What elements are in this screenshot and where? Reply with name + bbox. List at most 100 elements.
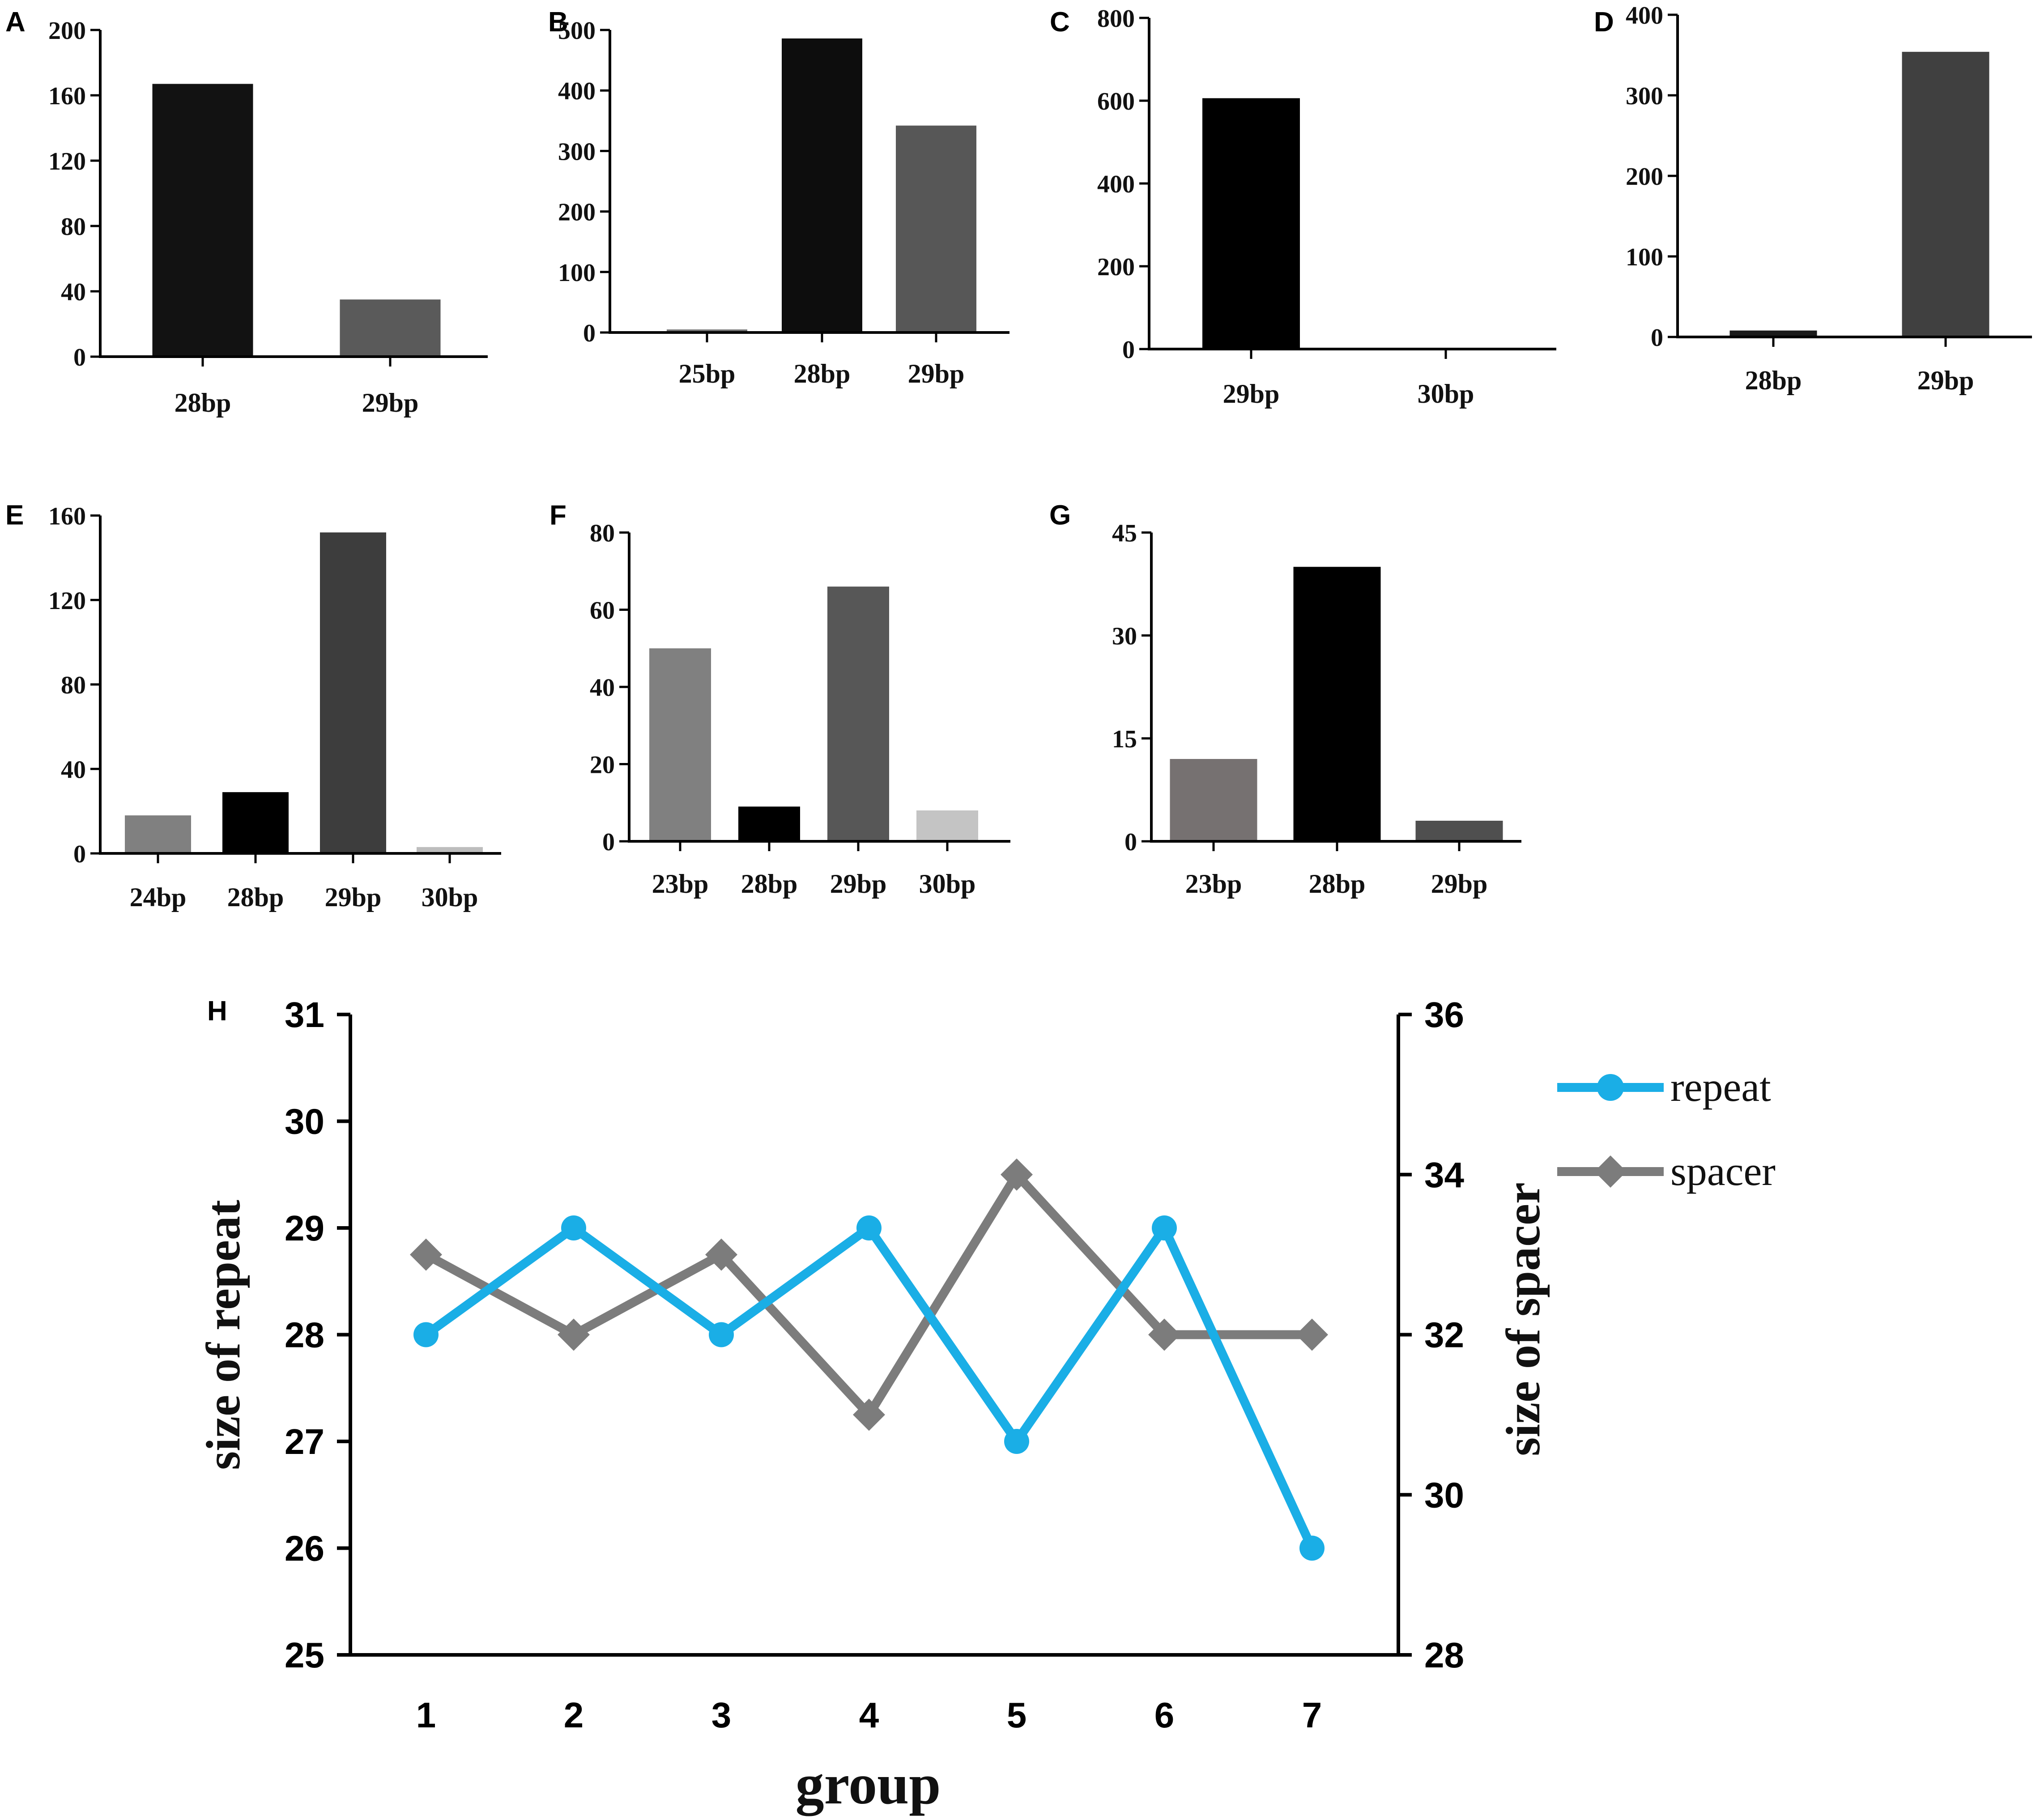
x-tick-label: 29bp — [1223, 379, 1280, 409]
x-tick-label: 24bp — [130, 882, 187, 912]
bar-25bp — [667, 329, 747, 332]
y-tick-label: 40 — [590, 674, 615, 702]
y-tick-label: 400 — [1097, 170, 1135, 198]
y-tick-label-left: 30 — [285, 1102, 324, 1142]
point-spacer — [558, 1318, 590, 1351]
y-axis-title-right: size of spacer — [1497, 1182, 1550, 1456]
bar-24bp — [125, 815, 191, 853]
bar-28bp — [1293, 567, 1381, 841]
x-tick-label: 23bp — [1185, 869, 1242, 899]
y-tick-label: 200 — [48, 17, 86, 45]
panel-label: B — [548, 7, 568, 38]
bar-29bp — [1202, 98, 1300, 349]
panel-g: G 0 15 30 45 23bp 28bp 29bp — [1049, 500, 1521, 899]
y-tick-label: 80 — [590, 520, 615, 547]
point-repeat — [1004, 1429, 1029, 1454]
y-tick-label: 20 — [590, 751, 615, 779]
bar-28bp — [222, 792, 289, 853]
x-axis-title: group — [796, 1752, 941, 1816]
panel-d: D 0 100 200 300 400 28bp 29bp — [1594, 2, 2032, 395]
x-tick-label: 4 — [859, 1695, 879, 1735]
x-tick-label: 6 — [1154, 1695, 1175, 1735]
x-tick-label: 29bp — [830, 869, 887, 899]
bar-23bp — [1170, 759, 1257, 841]
y-tick-label: 300 — [1626, 82, 1663, 110]
y-tick-label-left: 31 — [285, 995, 324, 1035]
y-tick-label: 200 — [558, 199, 596, 226]
y-tick-label: 0 — [73, 840, 86, 868]
x-tick-label: 28bp — [175, 388, 231, 418]
bar-30bp — [916, 810, 978, 841]
panel-b: B 0 100 200 300 400 500 25bp 28bp 29bp — [548, 7, 1009, 388]
x-tick-label: 28bp — [1745, 366, 1802, 395]
bar-29bp — [340, 299, 441, 357]
y-tick-label-left: 26 — [285, 1529, 324, 1569]
x-tick-label: 29bp — [1431, 869, 1488, 899]
x-tick-label: 28bp — [794, 359, 851, 388]
point-repeat — [709, 1322, 734, 1347]
point-repeat — [413, 1322, 439, 1347]
y-tick-label: 200 — [1097, 253, 1135, 281]
panel-label: G — [1049, 500, 1071, 531]
point-repeat — [856, 1215, 882, 1240]
y-tick-label: 400 — [558, 77, 596, 105]
bar-29bp — [1415, 821, 1503, 841]
panel-f: F 0 20 40 60 80 23bp 28bp 29bp 30bp — [549, 500, 1010, 899]
y-tick-label: 160 — [48, 503, 86, 530]
y-tick-label: 300 — [558, 138, 596, 166]
point-spacer — [410, 1238, 442, 1271]
series-line-spacer — [424, 1167, 1312, 1422]
y-tick-label: 0 — [1651, 324, 1663, 352]
x-tick-label: 2 — [564, 1695, 584, 1735]
y-tick-label: 500 — [558, 17, 596, 45]
bar-30bp — [417, 847, 483, 853]
x-tick-label: 29bp — [362, 388, 419, 418]
y-tick-label: 100 — [1626, 243, 1663, 271]
point-spacer — [1148, 1318, 1180, 1351]
y-tick-label-left: 27 — [285, 1422, 324, 1462]
y-tick-label: 0 — [73, 344, 86, 371]
y-tick-label-left: 25 — [285, 1635, 324, 1675]
y-tick-label-right: 34 — [1424, 1155, 1464, 1195]
y-tick-label: 45 — [1112, 520, 1137, 547]
panel-label: D — [1594, 7, 1614, 38]
y-tick-label: 0 — [583, 320, 596, 347]
bar-28bp — [1729, 330, 1817, 337]
legend-marker-repeat — [1597, 1074, 1624, 1101]
panel-label: E — [5, 500, 24, 531]
y-tick-label: 40 — [61, 278, 86, 306]
point-spacer — [1296, 1318, 1328, 1351]
y-tick-label: 400 — [1626, 2, 1663, 30]
x-tick-label: 29bp — [1917, 366, 1974, 395]
bar-29bp — [896, 125, 976, 332]
y-tick-label: 0 — [1124, 828, 1137, 856]
y-tick-label: 80 — [61, 672, 86, 699]
y-tick-label-left: 29 — [285, 1208, 324, 1248]
x-tick-label: 30bp — [919, 869, 976, 899]
panel-e: E 0 40 80 120 160 24bp 28bp 29bp 30bp — [5, 500, 501, 912]
y-tick-label: 0 — [602, 828, 615, 856]
bar-29bp — [320, 532, 386, 853]
panel-a: A 0 40 80 120 160 200 28bp 29bp — [5, 7, 488, 418]
series-line-repeat — [423, 1219, 1316, 1550]
panel-c: C 0 200 400 600 800 29bp 30bp — [1050, 5, 1556, 409]
point-repeat — [1152, 1215, 1177, 1240]
y-tick-label: 30 — [1112, 622, 1137, 650]
point-repeat — [561, 1215, 586, 1240]
panel-label: H — [207, 996, 227, 1027]
y-tick-label: 0 — [1122, 336, 1135, 364]
bar-23bp — [649, 648, 711, 841]
y-axis-title-left: size of repeat — [197, 1200, 250, 1470]
x-tick-label: 23bp — [652, 869, 709, 899]
point-spacer — [1001, 1158, 1033, 1191]
x-tick-label: 25bp — [679, 359, 736, 388]
y-tick-label: 100 — [558, 259, 596, 287]
x-tick-label: 1 — [416, 1695, 436, 1735]
x-tick-label: 28bp — [227, 882, 284, 912]
y-tick-label: 40 — [61, 756, 86, 784]
x-tick-label: 5 — [1007, 1695, 1027, 1735]
y-tick-label: 160 — [48, 82, 86, 110]
y-tick-label: 120 — [48, 587, 86, 615]
x-tick-label: 7 — [1302, 1695, 1322, 1735]
